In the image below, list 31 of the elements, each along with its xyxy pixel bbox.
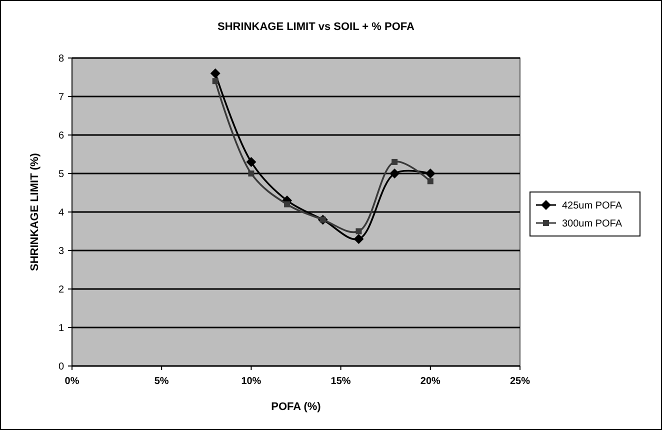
y-tick-label: 2 <box>58 284 64 296</box>
x-axis-title: POFA (%) <box>271 401 322 413</box>
y-tick-label: 6 <box>58 130 64 142</box>
point <box>284 201 290 208</box>
point <box>210 68 220 78</box>
y-tick-label: 0 <box>58 362 64 372</box>
y-tick-label: 3 <box>58 246 64 257</box>
chart-title: SHRINKAGE LIMIT vs SOIL + % POFA <box>218 21 415 33</box>
point <box>248 170 254 176</box>
x-tick-label: 25% <box>510 376 530 387</box>
x-tick-label: 5% <box>154 376 169 387</box>
legend-label: 300um POFA <box>562 218 622 230</box>
point <box>425 168 436 178</box>
y-tick-label: 7 <box>58 92 64 103</box>
y-tick-label: 4 <box>58 208 64 218</box>
x-tick-label: 0% <box>64 376 80 387</box>
y-tick-label: 8 <box>58 54 64 64</box>
y-axis-title: SHRINKAGE LIMIT (%) <box>29 152 41 271</box>
point <box>246 156 256 167</box>
x-tick-label: 20% <box>420 376 441 387</box>
point <box>427 178 434 184</box>
point <box>392 158 398 165</box>
y-tick-label: 1 <box>58 323 64 334</box>
x-tick-label: 10% <box>241 376 262 387</box>
y-tick-label: 5 <box>58 169 64 180</box>
point <box>356 228 362 234</box>
point <box>354 234 364 244</box>
point <box>212 78 218 84</box>
point <box>390 168 400 178</box>
x-tick-label: 15% <box>330 376 351 387</box>
legend-label: 425um POFA <box>562 200 622 212</box>
